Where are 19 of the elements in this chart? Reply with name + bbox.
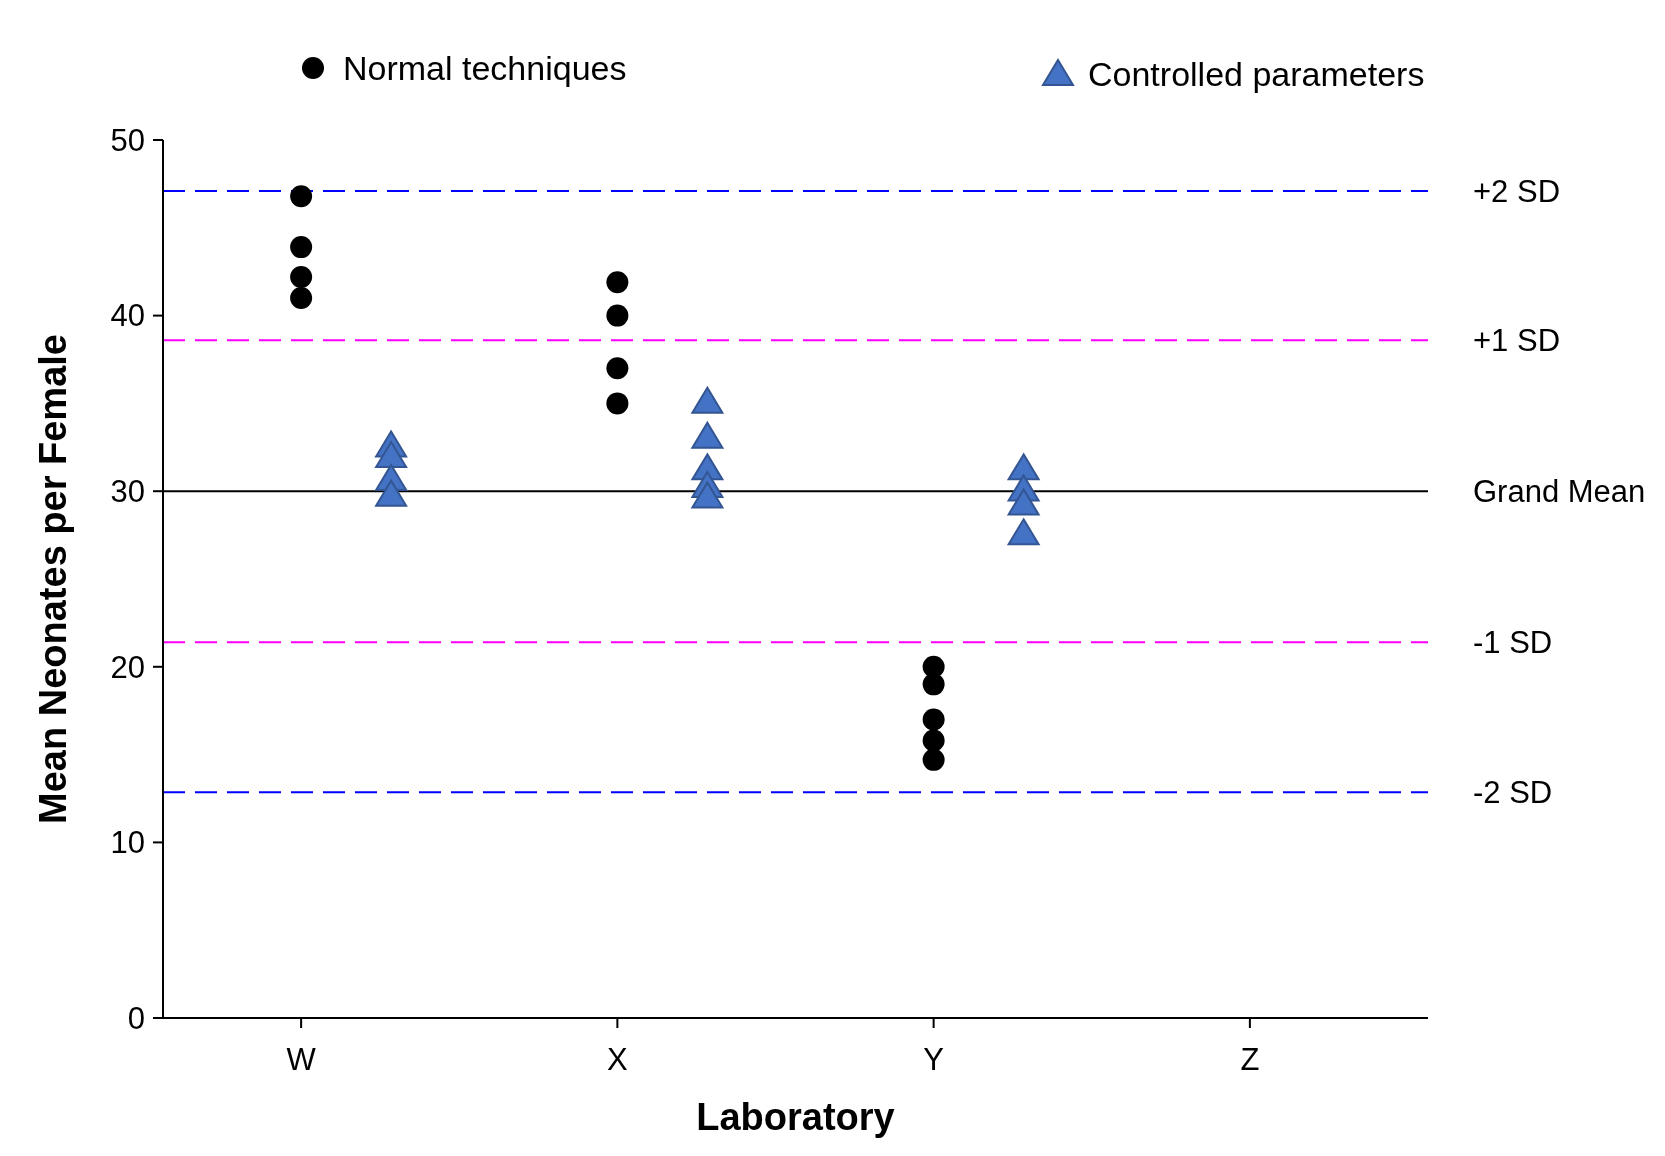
x-tick-label: W [286, 1042, 317, 1077]
ref-line-label: +1 SD [1473, 323, 1561, 359]
y-tick-label: 10 [110, 825, 145, 861]
x-tick-label: Y [923, 1042, 944, 1077]
y-tick-label: 0 [127, 1000, 145, 1036]
ref-line-label: -2 SD [1473, 775, 1553, 811]
x-tick-label: X [607, 1042, 629, 1077]
y-tick-label: 50 [110, 122, 145, 158]
y-axis-title: Mean Neonates per Female [32, 334, 74, 824]
y-tick-label: 20 [110, 649, 145, 685]
ref-line-label: -1 SD [1473, 625, 1553, 661]
y-tick-label: 40 [110, 298, 145, 334]
y-tick-label: 30 [110, 474, 145, 510]
x-axis-title: Laboratory [696, 1096, 895, 1138]
ref-line-label: +2 SD [1473, 173, 1561, 209]
x-tick-label: Z [1240, 1042, 1260, 1077]
legend-label: Controlled parameters [1088, 54, 1425, 93]
legend-label: Normal techniques [343, 48, 627, 87]
ref-line-label: Grand Mean [1473, 474, 1646, 510]
